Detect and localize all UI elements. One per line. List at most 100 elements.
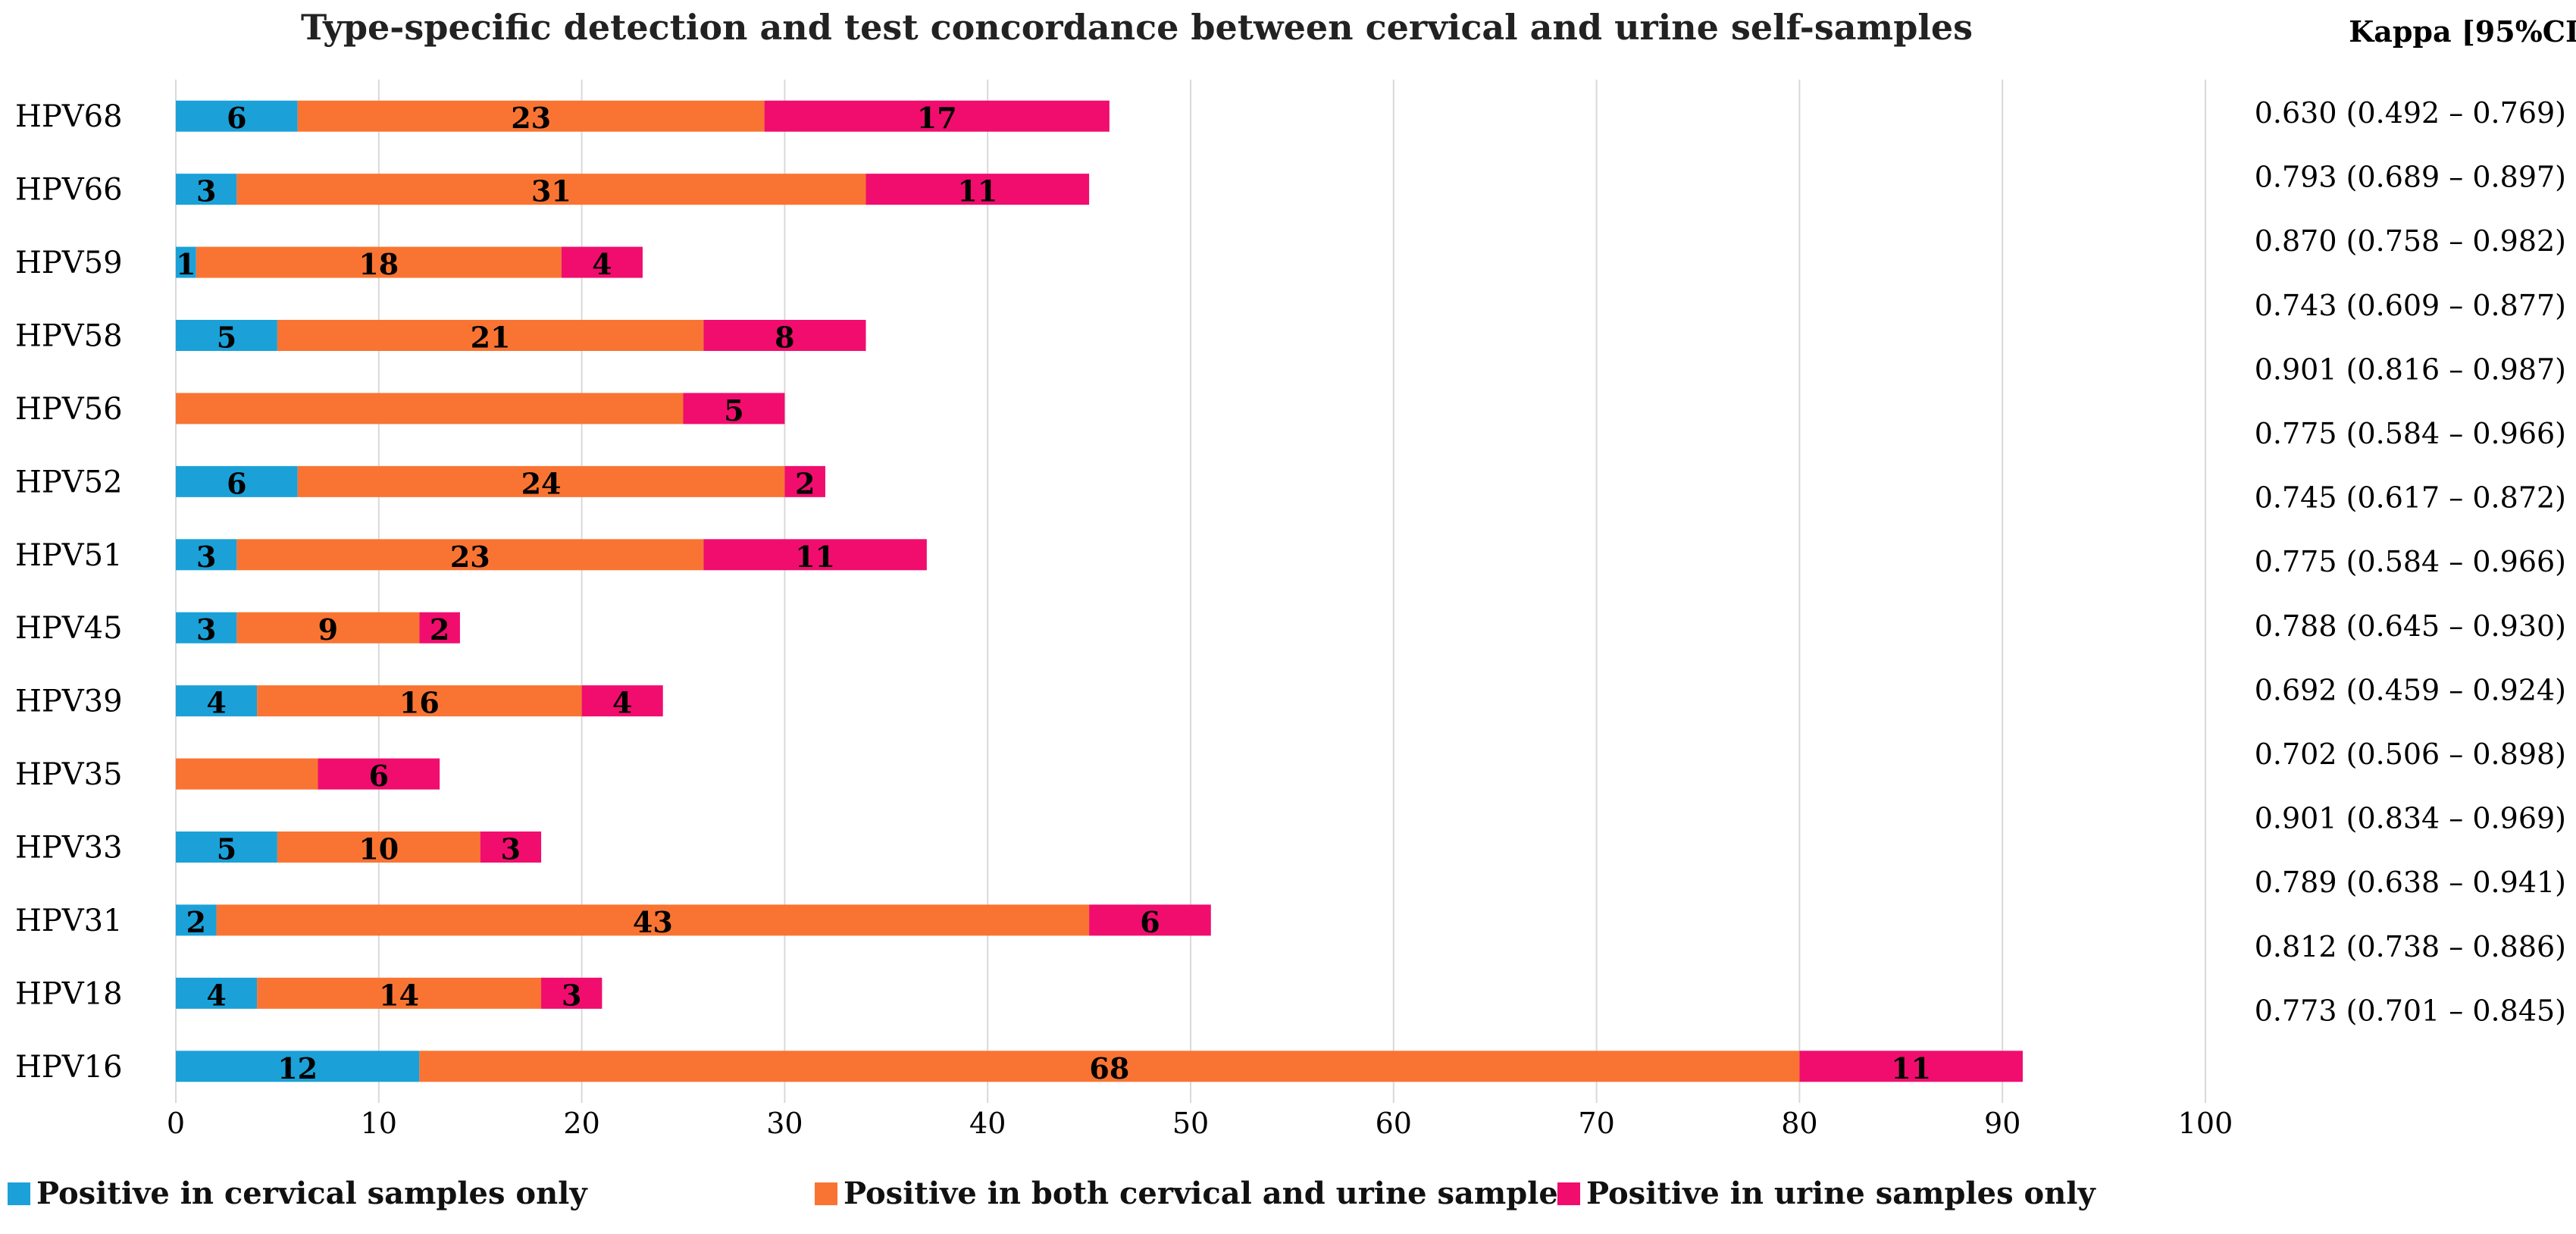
- x-tick-label: 40: [969, 1107, 1006, 1140]
- data-label-hpv18-positive-in-both-cervical-and-urine-samples: 14: [379, 978, 419, 1012]
- bar-hpv33-positive-in-urine-samples-only: [480, 832, 542, 863]
- x-tick-label: 70: [1578, 1107, 1614, 1140]
- data-labels: 6 23 173 31 111 18 45 21 856 24 23 23 113 9 24 16 465 10 3…: [176, 101, 1931, 1085]
- bar-hpv16-positive-in-both-cervical-and-urine-samples: [419, 1051, 1800, 1082]
- category-label-hpv51: HPV51: [15, 538, 123, 573]
- x-tick-label: 20: [563, 1107, 599, 1140]
- bar-hpv18-positive-in-urine-samples-only: [541, 977, 603, 1009]
- bar-hpv39-positive-in-urine-samples-only: [581, 685, 663, 717]
- kappa-value: 0.773 (0.701 – 0.845): [2255, 994, 2566, 1027]
- bar-hpv35-positive-in-urine-samples-only: [318, 758, 440, 790]
- data-label-hpv68-positive-in-cervical-samples-only: 6: [227, 101, 246, 135]
- bar-hpv33-positive-in-cervical-samples-only: [176, 832, 277, 863]
- legend-swatch-positive-in-cervical-samples-only: [8, 1182, 30, 1205]
- category-label-hpv18: HPV18: [15, 976, 123, 1011]
- bar-hpv52-positive-in-both-cervical-and-urine-samples: [297, 465, 785, 497]
- bar-hpv31-positive-in-both-cervical-and-urine-samples: [216, 904, 1090, 936]
- category-label-hpv68: HPV68: [15, 99, 123, 134]
- bar-hpv31-positive-in-cervical-samples-only: [176, 904, 217, 936]
- legend: Positive in cervical samples only Positiv…: [8, 1176, 2096, 1211]
- x-tick-label: 30: [766, 1107, 803, 1140]
- bar-hpv33-positive-in-both-cervical-and-urine-samples: [277, 832, 480, 863]
- data-label-hpv52-positive-in-urine-samples-only: 2: [795, 466, 815, 500]
- bar-hpv31-positive-in-urine-samples-only: [1089, 904, 1211, 936]
- gridlines: [175, 80, 2206, 1103]
- bar-hpv56-positive-in-both-cervical-and-urine-samples: [176, 393, 684, 424]
- bars: [176, 100, 2023, 1082]
- legend-swatch-positive-in-urine-samples-only: [1557, 1182, 1580, 1205]
- bar-hpv58-positive-in-cervical-samples-only: [176, 320, 277, 351]
- bar-hpv35-positive-in-both-cervical-and-urine-samples: [176, 758, 318, 790]
- x-tick-label: 60: [1376, 1107, 1412, 1140]
- data-label-hpv39-positive-in-both-cervical-and-urine-samples: 16: [399, 686, 440, 720]
- category-label-hpv45: HPV45: [15, 611, 123, 646]
- data-label-hpv45-positive-in-urine-samples-only: 2: [430, 612, 449, 647]
- category-label-hpv35: HPV35: [15, 757, 123, 792]
- bar-hpv51-positive-in-cervical-samples-only: [176, 539, 237, 571]
- data-label-hpv18-positive-in-urine-samples-only: 3: [562, 978, 581, 1012]
- category-label-hpv31: HPV31: [15, 904, 123, 938]
- bar-hpv45-positive-in-both-cervical-and-urine-samples: [236, 612, 420, 644]
- category-labels: HPV68 HPV66 HPV59 HPV58 HPV56 HPV52 HPV51 HPV45…: [15, 99, 123, 1085]
- bar-hpv45-positive-in-cervical-samples-only: [176, 612, 237, 644]
- data-label-hpv68-positive-in-both-cervical-and-urine-samples: 23: [511, 101, 551, 135]
- legend-label-positive-in-cervical-samples-only: Positive in cervical samples only: [36, 1176, 588, 1211]
- legend-label-positive-in-urine-samples-only: Positive in urine samples only: [1586, 1176, 2096, 1211]
- data-label-hpv59-positive-in-urine-samples-only: 4: [592, 247, 612, 281]
- legend-label-positive-in-both-cervical-and-urine-samples: Positive in both cervical and urine samp…: [844, 1176, 1575, 1211]
- x-tick-label: 90: [1984, 1107, 2020, 1140]
- bar-hpv66-positive-in-both-cervical-and-urine-samples: [236, 174, 866, 205]
- bar-hpv59-positive-in-urine-samples-only: [561, 246, 643, 278]
- data-label-hpv68-positive-in-urine-samples-only: 17: [917, 101, 957, 135]
- bar-hpv68-positive-in-urine-samples-only: [764, 100, 1110, 132]
- x-tick-label: 50: [1172, 1107, 1209, 1140]
- kappa-value: 0.743 (0.609 – 0.877): [2255, 289, 2566, 322]
- bar-hpv51-positive-in-both-cervical-and-urine-samples: [236, 539, 704, 571]
- data-label-hpv59-positive-in-both-cervical-and-urine-samples: 18: [358, 247, 399, 281]
- kappa-value: 0.745 (0.617 – 0.872): [2255, 481, 2566, 515]
- bar-hpv66-positive-in-urine-samples-only: [865, 174, 1090, 205]
- data-label-hpv66-positive-in-cervical-samples-only: 3: [196, 174, 216, 208]
- data-label-hpv52-positive-in-cervical-samples-only: 6: [227, 466, 246, 500]
- x-tick-label: 80: [1781, 1107, 1817, 1140]
- bar-hpv52-positive-in-urine-samples-only: [784, 465, 825, 497]
- data-label-hpv45-positive-in-both-cervical-and-urine-samples: 9: [318, 612, 338, 647]
- data-label-hpv16-positive-in-urine-samples-only: 11: [1891, 1051, 1931, 1085]
- bar-hpv52-positive-in-cervical-samples-only: [176, 465, 298, 497]
- x-axis-ticks: 0 10 20 30 40 50 60 70 80 90 100: [167, 1107, 2233, 1140]
- x-tick-label: 10: [361, 1107, 397, 1140]
- bar-hpv68-positive-in-cervical-samples-only: [176, 100, 298, 132]
- data-label-hpv31-positive-in-cervical-samples-only: 2: [186, 905, 206, 939]
- data-label-hpv66-positive-in-both-cervical-and-urine-samples: 31: [531, 174, 571, 208]
- data-label-hpv51-positive-in-both-cervical-and-urine-samples: 23: [450, 540, 490, 574]
- kappa-value: 0.793 (0.689 – 0.897): [2255, 161, 2566, 194]
- kappa-value: 0.870 (0.758 – 0.982): [2255, 224, 2566, 258]
- chart-title: Type-specific detection and test concord…: [301, 7, 1973, 48]
- category-label-hpv59: HPV59: [15, 246, 123, 280]
- category-label-hpv56: HPV56: [15, 392, 123, 427]
- data-label-hpv52-positive-in-both-cervical-and-urine-samples: 24: [521, 466, 562, 500]
- category-label-hpv58: HPV58: [15, 319, 123, 354]
- data-label-hpv58-positive-in-urine-samples-only: 8: [775, 321, 794, 355]
- category-label-hpv52: HPV52: [15, 465, 123, 500]
- kappa-values: 0.630 (0.492 – 0.769) 0.793 (0.689 – 0.89…: [2255, 96, 2566, 1027]
- bar-hpv59-positive-in-cervical-samples-only: [176, 246, 196, 278]
- kappa-value: 0.775 (0.584 – 0.966): [2255, 417, 2566, 450]
- bar-hpv39-positive-in-both-cervical-and-urine-samples: [257, 685, 582, 717]
- kappa-value: 0.812 (0.738 – 0.886): [2255, 930, 2566, 963]
- category-label-hpv16: HPV16: [15, 1050, 123, 1085]
- data-label-hpv51-positive-in-cervical-samples-only: 3: [196, 540, 216, 574]
- data-label-hpv33-positive-in-urine-samples-only: 3: [501, 832, 521, 866]
- bar-hpv59-positive-in-both-cervical-and-urine-samples: [196, 246, 562, 278]
- data-label-hpv58-positive-in-both-cervical-and-urine-samples: 21: [471, 321, 511, 355]
- bar-hpv58-positive-in-urine-samples-only: [703, 320, 866, 351]
- category-label-hpv66: HPV66: [15, 173, 123, 208]
- data-label-hpv16-positive-in-cervical-samples-only: 12: [277, 1051, 318, 1085]
- data-label-hpv33-positive-in-both-cervical-and-urine-samples: 10: [358, 832, 399, 866]
- bar-hpv39-positive-in-cervical-samples-only: [176, 685, 258, 717]
- data-label-hpv39-positive-in-urine-samples-only: 4: [612, 686, 632, 720]
- kappa-value: 0.702 (0.506 – 0.898): [2255, 738, 2566, 771]
- data-label-hpv33-positive-in-cervical-samples-only: 5: [217, 832, 236, 866]
- data-label-hpv31-positive-in-urine-samples-only: 6: [1140, 905, 1160, 939]
- kappa-value: 0.775 (0.584 – 0.966): [2255, 545, 2566, 578]
